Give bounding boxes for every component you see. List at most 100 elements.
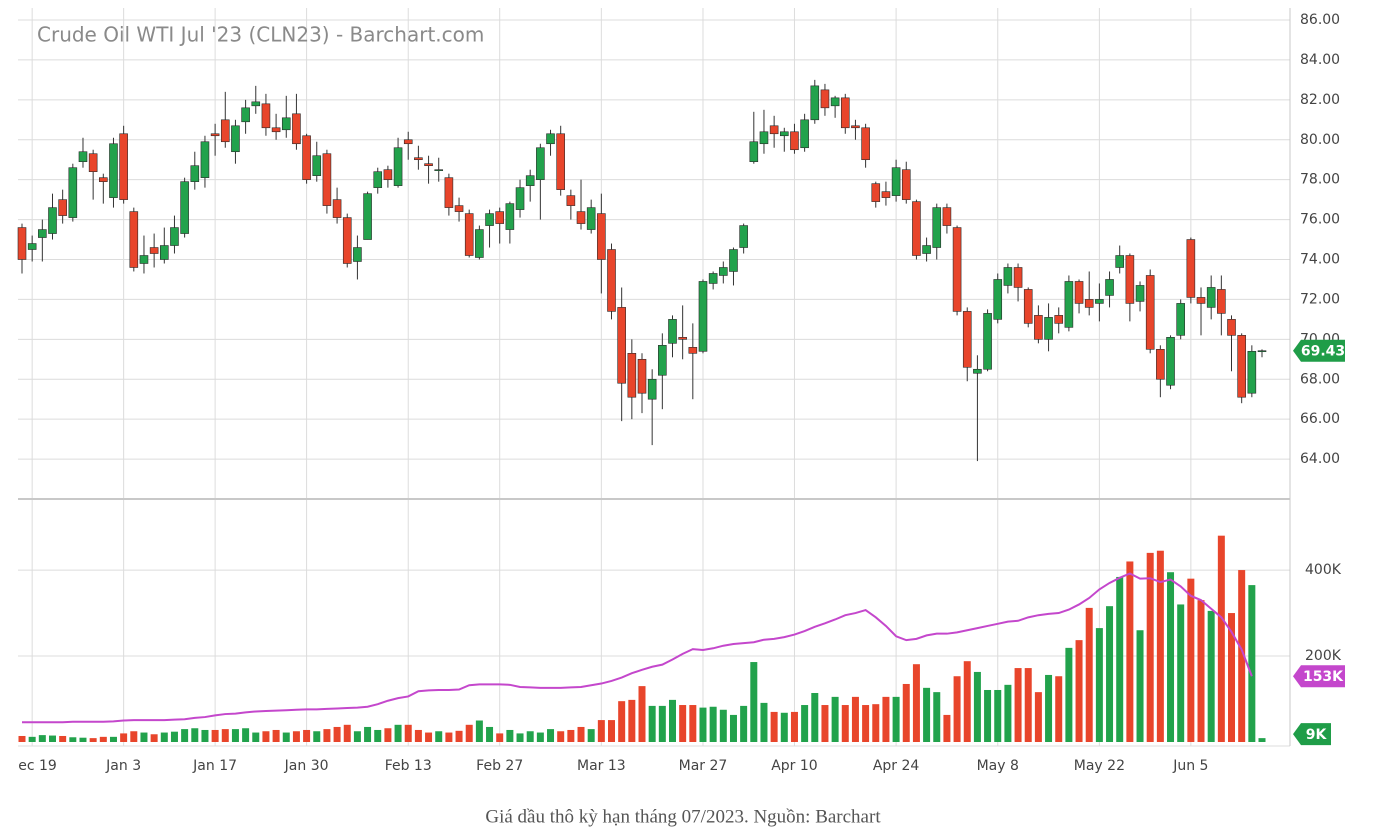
candle-body (922, 245, 931, 254)
volume-bar (912, 664, 920, 742)
candle-body (332, 199, 342, 218)
volume-bar (547, 729, 555, 742)
candle-body (637, 358, 647, 394)
candle-body (820, 89, 830, 109)
y-tick-label: 82.00 (1300, 92, 1340, 108)
candle-body (373, 171, 383, 188)
candle-body (576, 211, 586, 224)
volume-bar (496, 733, 504, 742)
candle-body (393, 147, 403, 186)
volume-bar (374, 729, 382, 742)
candle-body (1054, 315, 1064, 324)
volume-bar (506, 729, 514, 742)
volume-bar (801, 705, 809, 742)
candle-body (952, 227, 962, 312)
candle-body (99, 177, 108, 182)
volume-bar (211, 729, 219, 742)
volume-bar (719, 709, 727, 742)
candle-body (739, 225, 748, 248)
candle-body (962, 311, 972, 368)
volume-bar (831, 696, 839, 742)
volume-bar (1116, 576, 1124, 742)
candle-body (1237, 335, 1246, 398)
volume-bar (303, 729, 311, 742)
candle-body (190, 165, 200, 182)
candle-body (17, 227, 27, 260)
candle-body (912, 201, 921, 256)
volume-bar (699, 707, 707, 742)
candle-body (1156, 349, 1165, 380)
volume-bar (1045, 674, 1053, 742)
price-tag-label: 9K (1306, 727, 1328, 743)
y-tick-label: 76.00 (1300, 212, 1340, 228)
volume-bar (1177, 604, 1185, 742)
volume-bar (597, 720, 605, 742)
candle-body (200, 141, 210, 178)
x-tick-label: Apr 10 (771, 758, 817, 774)
candle-body (414, 157, 423, 161)
volume-bar (425, 732, 433, 742)
candle-body (119, 133, 128, 200)
candle-body (109, 143, 118, 198)
candle-body (993, 279, 1003, 320)
volume-bar (1217, 535, 1225, 742)
volume-bar (201, 729, 209, 742)
candle-body (607, 249, 616, 312)
candle-body (383, 169, 393, 180)
volume-bar (648, 705, 656, 742)
volume-bar (618, 701, 626, 742)
volume-bar (536, 732, 544, 742)
volume-bar (1014, 668, 1022, 742)
candle-body (1135, 285, 1145, 302)
candle-body (800, 119, 809, 149)
caption: Giá dầu thô kỳ hạn tháng 07/2023. Nguồn:… (485, 806, 881, 827)
candle-body (698, 281, 708, 352)
candle-body (342, 217, 352, 264)
volume-bar (1106, 606, 1114, 742)
candle-body (627, 353, 637, 398)
volume-bar (1085, 607, 1093, 742)
volume-bar (18, 735, 26, 742)
x-tick-label: Jan 30 (284, 758, 329, 774)
volume-bar (282, 732, 290, 742)
volume-bar (343, 724, 351, 742)
candle-body (353, 247, 362, 262)
candle-body (566, 195, 576, 206)
candle-body (556, 133, 565, 190)
volume-bar (882, 696, 890, 742)
chart-title: Crude Oil WTI Jul '23 (CLN23) - Barchart… (37, 23, 484, 47)
candle-body (1074, 281, 1084, 304)
candle-body (769, 125, 779, 135)
price-tag (1293, 665, 1345, 688)
volume-bar (1034, 692, 1042, 742)
candle-body (749, 141, 759, 163)
price-tag (1293, 339, 1345, 362)
y-tick-label: 74.00 (1300, 252, 1340, 268)
price-tag-label: 153K (1303, 669, 1344, 685)
volume-bar (953, 676, 961, 742)
volume-bar (69, 737, 77, 742)
volume-bar (292, 731, 300, 742)
grid (18, 8, 1291, 747)
candle-body (1176, 303, 1185, 336)
volume-bar (120, 733, 128, 742)
candle-body (536, 147, 545, 180)
volume-bar (668, 699, 676, 742)
candle-body (170, 227, 179, 246)
candle-body (180, 181, 189, 234)
volume-bar (943, 714, 951, 742)
volume-bar (242, 728, 250, 742)
candle-body (1044, 317, 1053, 340)
volume-bar (252, 732, 260, 742)
candle-body (871, 183, 881, 202)
candle-body (475, 229, 484, 258)
volume-bar (404, 724, 412, 742)
volume-bar (1207, 610, 1215, 742)
volume-bar (191, 728, 199, 742)
candle-body (1034, 315, 1043, 340)
candle-body (363, 193, 372, 240)
candle-body (48, 207, 57, 234)
candle-body (973, 368, 982, 374)
candle-body (302, 135, 311, 180)
candle-body (1206, 287, 1216, 308)
